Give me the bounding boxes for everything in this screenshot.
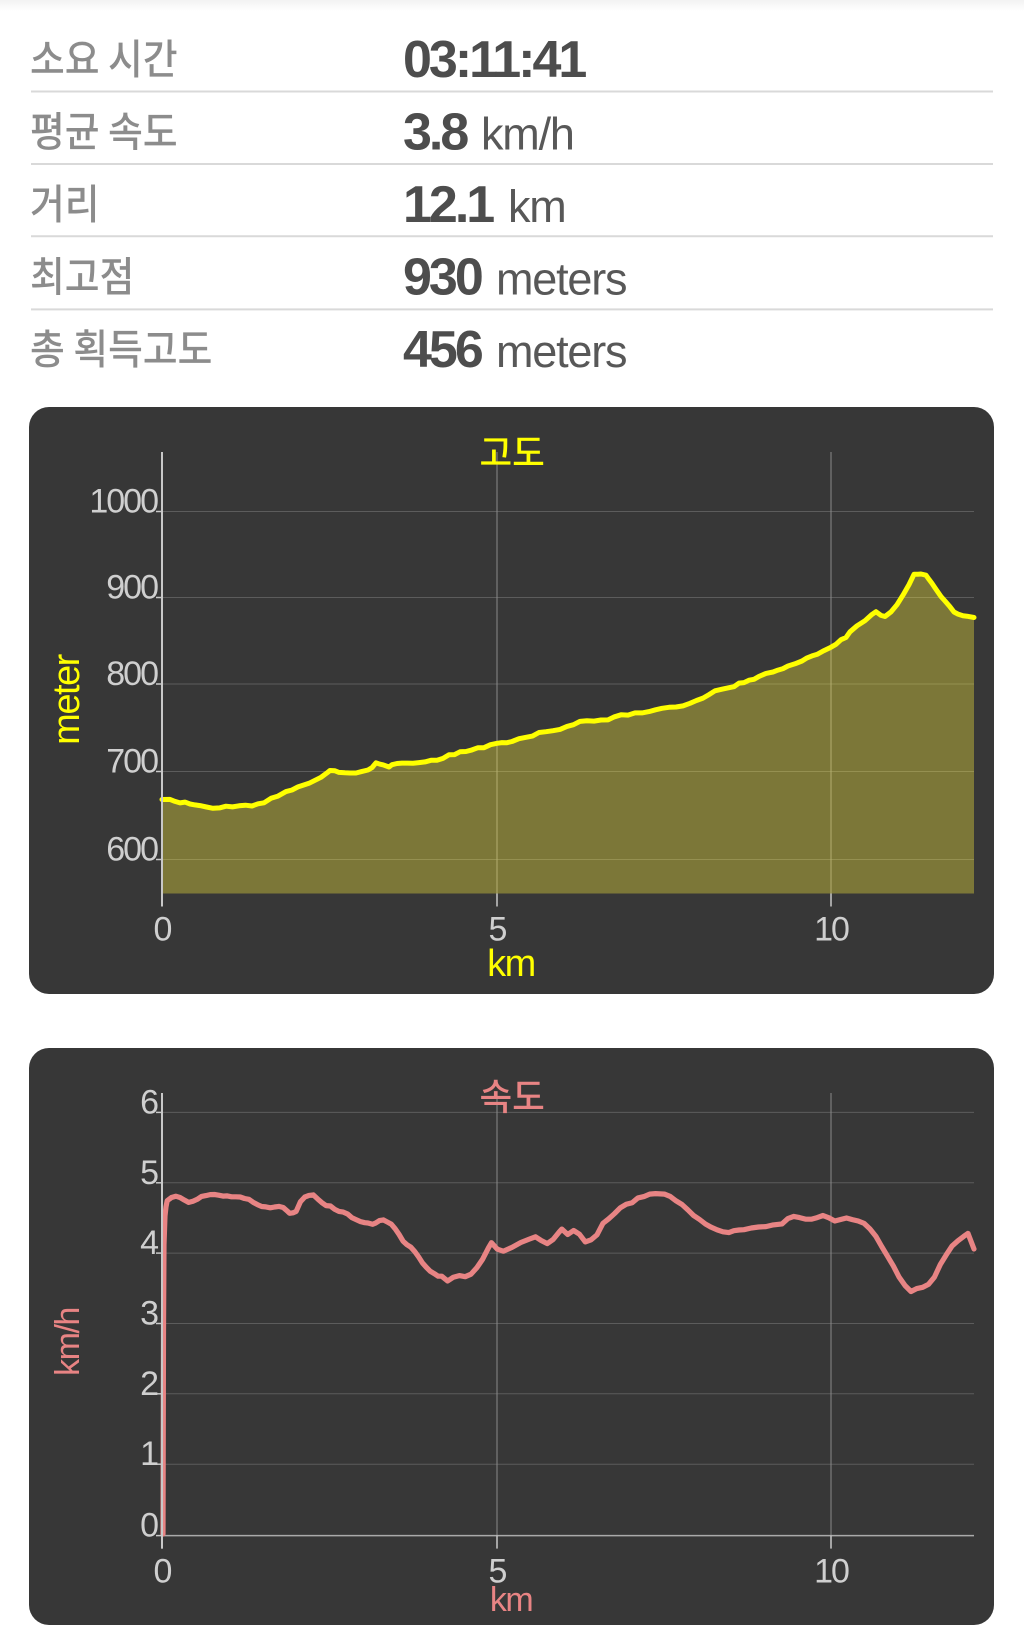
- svg-text:km: km: [487, 943, 535, 985]
- svg-text:03:11:41: 03:11:41: [403, 31, 586, 89]
- svg-text:900: 900: [106, 569, 158, 607]
- svg-text:10: 10: [814, 911, 849, 949]
- svg-text:5: 5: [489, 1553, 507, 1591]
- svg-text:0: 0: [154, 1553, 172, 1591]
- svg-text:1000: 1000: [89, 483, 158, 521]
- svg-text:meters: meters: [496, 326, 626, 377]
- svg-text:12.1: 12.1: [403, 176, 494, 234]
- svg-text:km: km: [490, 1581, 533, 1619]
- svg-text:2: 2: [140, 1365, 158, 1403]
- svg-text:1: 1: [140, 1435, 158, 1473]
- svg-text:10: 10: [814, 1553, 849, 1591]
- svg-text:km/h: km/h: [49, 1308, 87, 1376]
- svg-text:0: 0: [140, 1507, 158, 1545]
- svg-text:5: 5: [489, 911, 507, 949]
- svg-text:6: 6: [140, 1083, 158, 1121]
- svg-text:4: 4: [140, 1224, 158, 1262]
- svg-text:meters: meters: [496, 254, 626, 305]
- svg-text:930: 930: [403, 249, 482, 307]
- svg-text:km/h: km/h: [481, 109, 574, 160]
- svg-text:800: 800: [106, 655, 158, 693]
- svg-text:0: 0: [154, 911, 172, 949]
- svg-text:meter: meter: [46, 653, 88, 744]
- svg-text:km: km: [508, 181, 566, 232]
- svg-text:700: 700: [106, 743, 158, 781]
- svg-text:456: 456: [403, 321, 483, 379]
- svg-text:3.8: 3.8: [403, 104, 468, 162]
- svg-text:3: 3: [140, 1295, 158, 1333]
- svg-text:600: 600: [106, 831, 158, 869]
- svg-text:5: 5: [140, 1154, 158, 1192]
